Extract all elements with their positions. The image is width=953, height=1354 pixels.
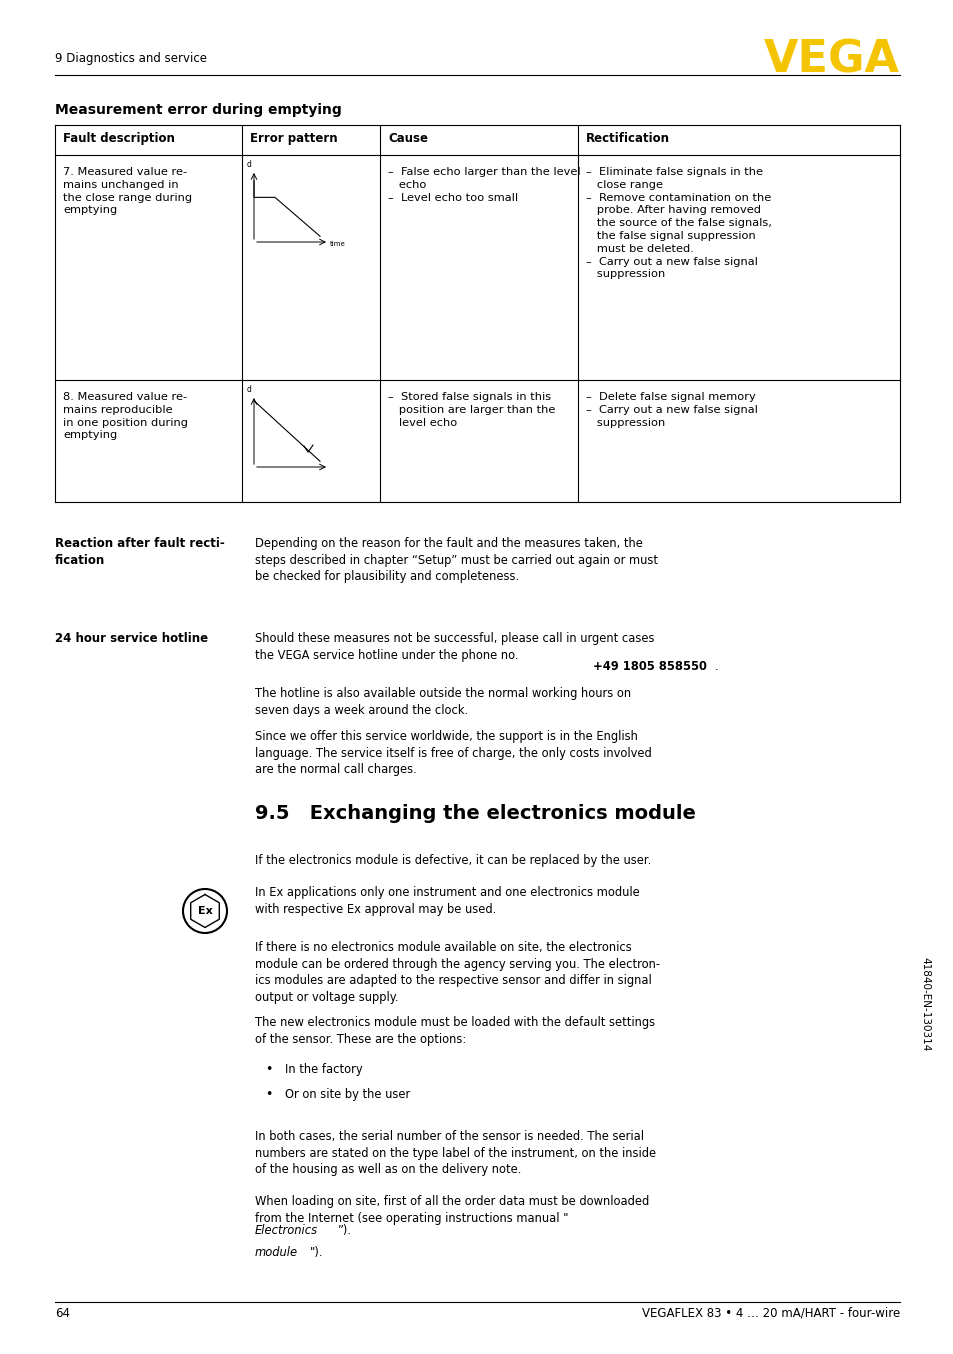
Text: –  Eliminate false signals in the
   close range
–  Remove contamination on the
: – Eliminate false signals in the close r… <box>585 167 771 279</box>
Text: .: . <box>714 659 718 673</box>
Text: 8. Measured value re-
mains reproducible
in one position during
emptying: 8. Measured value re- mains reproducible… <box>63 393 188 440</box>
Text: If the electronics module is defective, it can be replaced by the user.: If the electronics module is defective, … <box>254 854 651 867</box>
Text: ").: "). <box>310 1246 323 1258</box>
Text: ”).: ”). <box>336 1224 351 1236</box>
Text: d: d <box>247 385 252 394</box>
Text: In Ex applications only one instrument and one electronics module
with respectiv: In Ex applications only one instrument a… <box>254 886 639 915</box>
Text: In both cases, the serial number of the sensor is needed. The serial
numbers are: In both cases, the serial number of the … <box>254 1131 656 1177</box>
Text: –  Stored false signals in this
   position are larger than the
   level echo: – Stored false signals in this position … <box>388 393 555 428</box>
Text: 9.5   Exchanging the electronics module: 9.5 Exchanging the electronics module <box>254 804 695 823</box>
Text: –  False echo larger than the level
   echo
–  Level echo too small: – False echo larger than the level echo … <box>388 167 580 203</box>
Text: module: module <box>254 1246 297 1258</box>
Text: VEGAFLEX 83 • 4 … 20 mA/HART - four-wire: VEGAFLEX 83 • 4 … 20 mA/HART - four-wire <box>641 1307 899 1320</box>
Text: Electronics: Electronics <box>254 1224 317 1236</box>
Text: When loading on site, first of all the order data must be downloaded
from the In: When loading on site, first of all the o… <box>254 1196 649 1224</box>
Text: •: • <box>265 1063 273 1076</box>
Text: The new electronics module must be loaded with the default settings
of the senso: The new electronics module must be loade… <box>254 1016 655 1045</box>
Text: Or on site by the user: Or on site by the user <box>285 1089 410 1101</box>
Text: Since we offer this service worldwide, the support is in the English
language. T: Since we offer this service worldwide, t… <box>254 730 651 776</box>
Text: If there is no electronics module available on site, the electronics
module can : If there is no electronics module availa… <box>254 941 659 1003</box>
Text: Should these measures not be successful, please call in urgent cases
the VEGA se: Should these measures not be successful,… <box>254 632 654 662</box>
Text: Rectification: Rectification <box>585 131 669 145</box>
Text: 24 hour service hotline: 24 hour service hotline <box>55 632 208 645</box>
Text: Fault description: Fault description <box>63 131 174 145</box>
Text: In the factory: In the factory <box>285 1063 362 1076</box>
Text: Ex: Ex <box>197 906 213 917</box>
Text: d: d <box>247 160 252 169</box>
Text: +49 1805 858550: +49 1805 858550 <box>593 659 706 673</box>
Text: Cause: Cause <box>388 131 428 145</box>
Text: The hotline is also available outside the normal working hours on
seven days a w: The hotline is also available outside th… <box>254 686 631 716</box>
Text: Reaction after fault recti-
fication: Reaction after fault recti- fication <box>55 538 225 567</box>
Text: •: • <box>265 1089 273 1101</box>
Text: VEGA: VEGA <box>763 38 899 81</box>
Text: 9 Diagnostics and service: 9 Diagnostics and service <box>55 51 207 65</box>
Text: time: time <box>330 241 345 246</box>
Text: Error pattern: Error pattern <box>250 131 337 145</box>
Text: 7. Measured value re-
mains unchanged in
the close range during
emptying: 7. Measured value re- mains unchanged in… <box>63 167 192 215</box>
Text: Measurement error during emptying: Measurement error during emptying <box>55 103 341 116</box>
Text: 64: 64 <box>55 1307 70 1320</box>
Text: 41840-EN-130314: 41840-EN-130314 <box>919 957 929 1051</box>
Text: –  Delete false signal memory
–  Carry out a new false signal
   suppression: – Delete false signal memory – Carry out… <box>585 393 757 428</box>
Text: Depending on the reason for the fault and the measures taken, the
steps describe: Depending on the reason for the fault an… <box>254 538 658 584</box>
